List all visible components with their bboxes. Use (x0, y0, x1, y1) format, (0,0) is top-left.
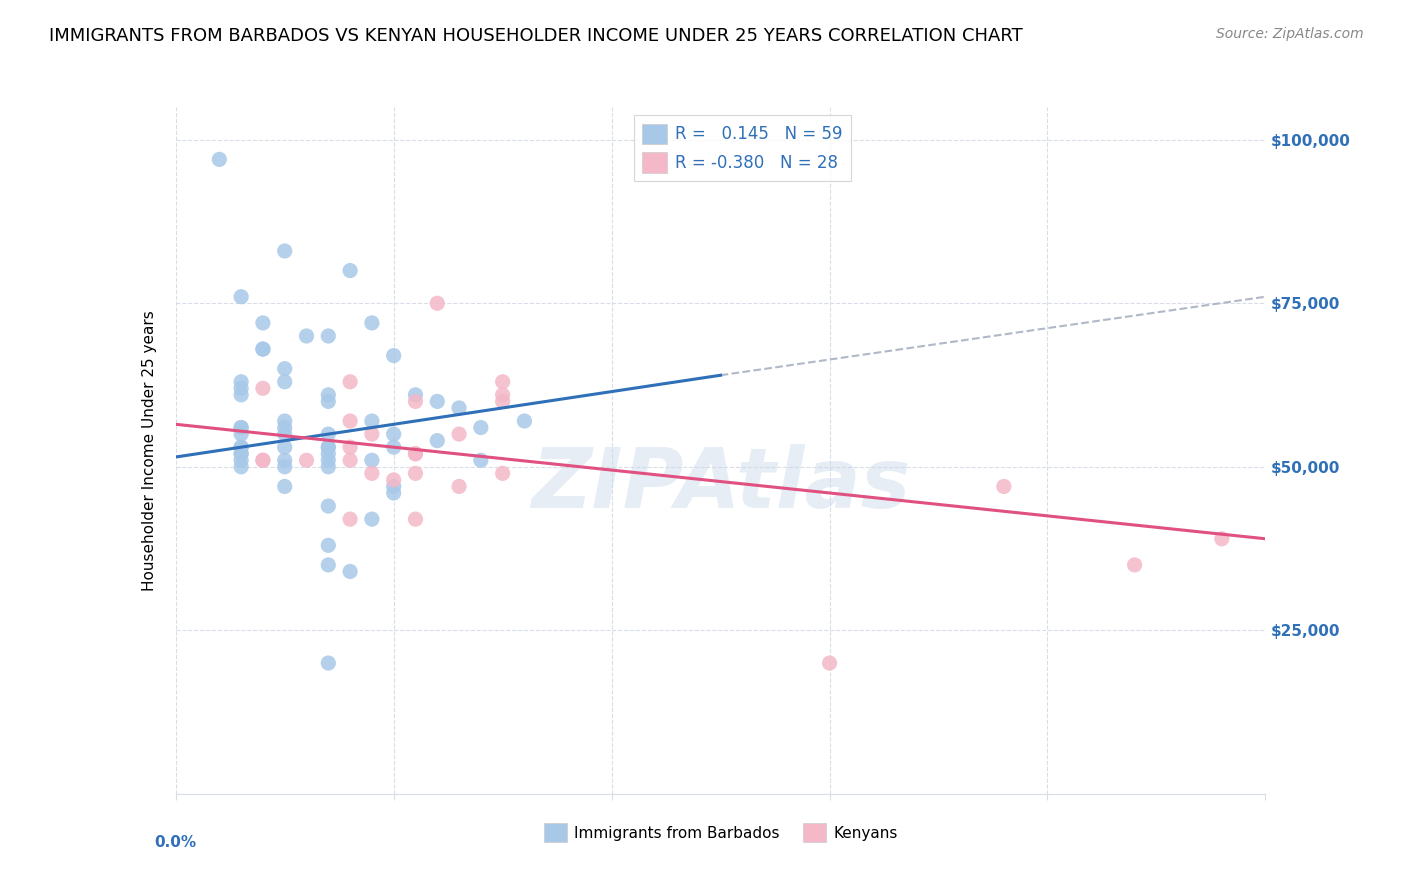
Point (818, 656, 841, 670)
Point (231, 290, 253, 304)
Point (1211, 532, 1233, 546)
Point (231, 427, 253, 442)
Y-axis label: Householder Income Under 25 years: Householder Income Under 25 years (142, 310, 157, 591)
Point (382, 349, 405, 363)
Point (295, 453, 318, 467)
Point (274, 414, 297, 428)
Point (318, 394, 340, 409)
Point (447, 401, 470, 415)
Point (318, 538, 340, 552)
Point (318, 440, 340, 454)
Point (993, 479, 1015, 493)
Point (405, 394, 427, 409)
Point (274, 459, 297, 474)
Point (426, 434, 449, 448)
Point (426, 296, 449, 310)
Point (360, 316, 382, 330)
Point (470, 420, 492, 434)
Point (318, 499, 340, 513)
Point (360, 467, 382, 481)
Point (231, 388, 253, 402)
Point (318, 447, 340, 461)
Point (382, 440, 405, 454)
Point (360, 414, 382, 428)
Point (274, 244, 297, 258)
Point (382, 486, 405, 500)
Point (231, 447, 253, 461)
Point (231, 440, 253, 454)
Point (382, 473, 405, 487)
Point (274, 453, 297, 467)
Text: ZIPAtlas: ZIPAtlas (531, 444, 910, 525)
Legend: Immigrants from Barbados, Kenyans: Immigrants from Barbados, Kenyans (537, 817, 904, 848)
Point (492, 388, 515, 402)
Point (339, 440, 361, 454)
Point (339, 414, 361, 428)
Point (470, 453, 492, 467)
Point (405, 388, 427, 402)
Point (318, 427, 340, 442)
Point (339, 375, 361, 389)
Point (274, 420, 297, 434)
Point (274, 479, 297, 493)
Point (382, 427, 405, 442)
Point (231, 420, 253, 434)
Point (231, 447, 253, 461)
Point (447, 479, 470, 493)
Point (231, 420, 253, 434)
Point (318, 329, 340, 343)
Point (274, 427, 297, 442)
Point (252, 342, 274, 356)
Point (405, 447, 427, 461)
Point (447, 427, 470, 442)
Point (274, 361, 297, 376)
Point (1123, 558, 1146, 572)
Point (492, 394, 515, 409)
Point (339, 512, 361, 526)
Point (208, 153, 231, 167)
Point (318, 440, 340, 454)
Point (360, 427, 382, 442)
Point (318, 453, 340, 467)
Point (492, 375, 515, 389)
Point (252, 453, 274, 467)
Point (252, 381, 274, 395)
Point (231, 440, 253, 454)
Point (339, 565, 361, 579)
Point (360, 453, 382, 467)
Point (231, 381, 253, 395)
Point (231, 453, 253, 467)
Point (339, 263, 361, 277)
Text: IMMIGRANTS FROM BARBADOS VS KENYAN HOUSEHOLDER INCOME UNDER 25 YEARS CORRELATION: IMMIGRANTS FROM BARBADOS VS KENYAN HOUSE… (49, 27, 1024, 45)
Point (252, 453, 274, 467)
Point (318, 459, 340, 474)
Point (274, 440, 297, 454)
Point (252, 316, 274, 330)
Point (295, 329, 318, 343)
Point (318, 558, 340, 572)
Point (318, 388, 340, 402)
Point (513, 414, 536, 428)
Text: 0.0%: 0.0% (155, 835, 197, 850)
Point (231, 375, 253, 389)
Point (405, 512, 427, 526)
Point (492, 467, 515, 481)
Point (405, 467, 427, 481)
Point (360, 512, 382, 526)
Point (231, 459, 253, 474)
Point (252, 342, 274, 356)
Point (405, 447, 427, 461)
Point (339, 453, 361, 467)
Text: Source: ZipAtlas.com: Source: ZipAtlas.com (1216, 27, 1364, 41)
Point (382, 479, 405, 493)
Point (274, 375, 297, 389)
Point (318, 656, 340, 670)
Point (426, 394, 449, 409)
